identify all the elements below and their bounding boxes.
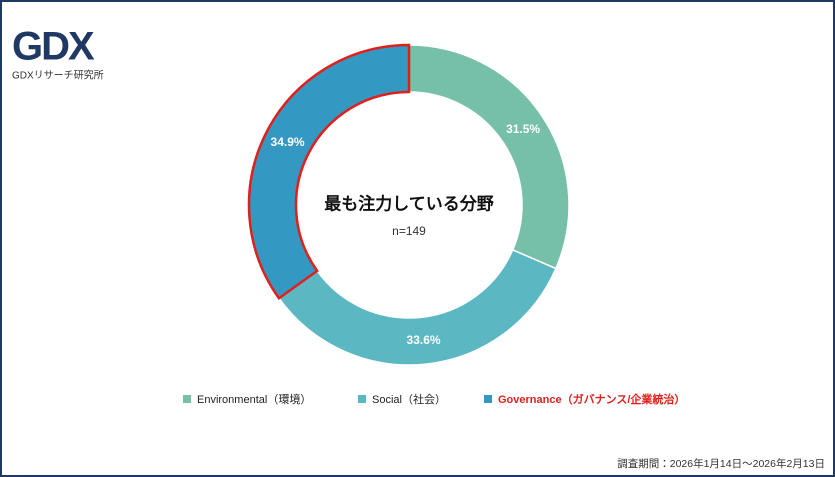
donut-segment [277, 248, 557, 366]
value-label: 34.9% [271, 135, 305, 149]
legend-label: Governance（ガバナンス/企業統治） [498, 392, 685, 406]
logo-name: GDXリサーチ研究所 [12, 69, 104, 82]
legend-label: Social（社会） [372, 392, 446, 406]
legend-swatch [358, 395, 366, 403]
footer-note: 調査期間：2026年1月14日～2026年2月13日 [617, 457, 825, 470]
legend-swatch [484, 395, 492, 403]
chart-subtitle: n=149 [392, 224, 426, 238]
donut-segment [408, 44, 570, 270]
legend-swatch [183, 395, 191, 403]
logo-mark: GDX [12, 25, 95, 69]
value-label: 31.5% [506, 122, 540, 136]
highlight-outline [247, 43, 411, 300]
value-label: 33.6% [407, 333, 441, 347]
chart-title: 最も注力している分野 [324, 193, 494, 213]
legend-label: Environmental（環境） [197, 393, 311, 406]
